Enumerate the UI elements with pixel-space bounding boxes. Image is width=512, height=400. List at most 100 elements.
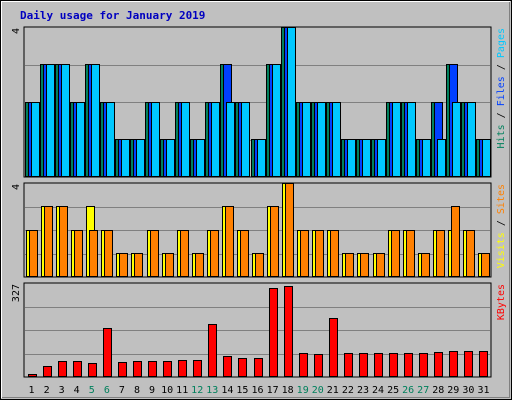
legend-hits-files-pages: Hits / Files / Pages <box>496 28 507 148</box>
bar-pages-day-4 <box>76 102 85 177</box>
bar-pages-day-18 <box>287 27 296 177</box>
x-tick-label-day-21: 21 <box>327 385 339 396</box>
bar-sites-day-2 <box>44 206 53 277</box>
bar-pages-day-25 <box>392 102 401 177</box>
bar-pages-day-30 <box>467 102 476 177</box>
x-tick-label-day-17: 17 <box>267 385 279 396</box>
x-tick-label-day-10: 10 <box>161 385 173 396</box>
x-tick-label-day-28: 28 <box>432 385 444 396</box>
bar-sites-day-10 <box>165 253 174 277</box>
bar-kbytes-day-30 <box>464 351 473 377</box>
bar-kbytes-day-8 <box>133 361 142 377</box>
bar-kbytes-day-4 <box>73 361 82 377</box>
x-tick-label-day-31: 31 <box>477 385 489 396</box>
x-axis: 1 2 3 4 5 6 7 8 9 10 11 12 13 14 15 16 17 18 19 20 21 22 23 24 2… <box>28 385 489 396</box>
bar-pages-day-23 <box>362 139 371 177</box>
y-max-label: 4 <box>11 184 22 190</box>
bar-pages-day-12 <box>196 139 205 177</box>
x-tick-label-day-25: 25 <box>387 385 399 396</box>
x-tick-label-day-29: 29 <box>447 385 459 396</box>
bar-pages-day-21 <box>332 102 341 177</box>
bar-sites-day-19 <box>300 230 309 277</box>
bar-kbytes-day-14 <box>223 356 232 377</box>
bar-sites-day-12 <box>195 253 204 277</box>
legend-sites: Sites <box>496 184 507 214</box>
x-tick-label-day-5: 5 <box>89 385 95 396</box>
legend-separator: / <box>496 58 507 76</box>
bar-kbytes-day-18 <box>284 286 293 377</box>
bar-pages-day-5 <box>91 64 100 177</box>
bar-sites-day-15 <box>240 230 249 277</box>
bar-sites-day-20 <box>315 230 324 277</box>
bar-sites-day-14 <box>225 206 234 277</box>
x-tick-label-day-13: 13 <box>206 385 218 396</box>
bar-sites-day-31 <box>481 253 490 277</box>
bar-sites-day-30 <box>466 230 475 277</box>
bar-sites-day-7 <box>119 253 128 277</box>
bar-sites-day-25 <box>391 230 400 277</box>
bar-pages-day-28 <box>437 139 446 177</box>
bar-pages-day-1 <box>31 102 40 177</box>
legend-visits-sites: Visits / Sites <box>496 184 507 268</box>
bar-sites-day-29 <box>451 206 460 277</box>
bar-sites-day-24 <box>376 253 385 277</box>
bar-kbytes-day-13 <box>208 324 217 377</box>
bar-sites-day-27 <box>421 253 430 277</box>
x-tick-label-day-20: 20 <box>312 385 324 396</box>
bar-pages-day-2 <box>46 64 55 177</box>
bar-sites-day-3 <box>59 206 68 277</box>
x-tick-label-day-11: 11 <box>176 385 188 396</box>
legend-text: Visits / Sites <box>496 184 507 268</box>
bar-kbytes-day-1 <box>28 374 37 377</box>
y-max-label: 4 <box>11 28 22 34</box>
bar-pages-day-17 <box>272 64 281 177</box>
bar-kbytes-day-15 <box>238 358 247 377</box>
bar-kbytes-day-24 <box>374 353 383 377</box>
bar-sites-day-18 <box>285 183 294 277</box>
x-tick-label-day-18: 18 <box>282 385 294 396</box>
bar-pages-day-22 <box>347 139 356 177</box>
bar-kbytes-day-10 <box>163 361 172 377</box>
legend-visits: Visits <box>496 232 507 268</box>
bar-pages-day-26 <box>407 102 416 177</box>
legend-separator: / <box>496 214 507 232</box>
legend-kbytes: KBytes <box>496 284 507 320</box>
x-tick-label-day-8: 8 <box>134 385 140 396</box>
bar-pages-day-11 <box>181 102 190 177</box>
x-tick-label-day-24: 24 <box>372 385 384 396</box>
bar-pages-day-8 <box>136 139 145 177</box>
bar-sites-day-1 <box>29 230 38 277</box>
bar-kbytes-day-28 <box>434 352 443 377</box>
x-tick-label-day-6: 6 <box>104 385 110 396</box>
bar-pages-day-9 <box>151 102 160 177</box>
bar-sites-day-23 <box>360 253 369 277</box>
bar-kbytes-day-26 <box>404 353 413 377</box>
bar-kbytes-day-22 <box>344 353 353 377</box>
bar-sites-day-8 <box>134 253 143 277</box>
panel-hits-files-pages: 4 Hits / Files / Pages <box>11 26 507 178</box>
bar-pages-day-27 <box>422 139 431 177</box>
legend-text: Hits / Files / Pages <box>496 28 507 148</box>
bar-pages-day-20 <box>317 102 326 177</box>
bar-pages-day-19 <box>302 102 311 177</box>
bar-kbytes-day-6 <box>103 328 112 377</box>
bar-kbytes-day-27 <box>419 353 428 377</box>
bar-sites-day-11 <box>180 230 189 277</box>
bar-pages-day-6 <box>106 102 115 177</box>
x-tick-label-day-22: 22 <box>342 385 354 396</box>
bar-kbytes-day-9 <box>148 361 157 377</box>
bar-kbytes-day-11 <box>178 360 187 377</box>
bar-pages-day-7 <box>121 139 130 177</box>
bar-kbytes-day-17 <box>269 288 278 377</box>
x-tick-label-day-16: 16 <box>251 385 263 396</box>
chart-panels: 4 Hits / Files / Pages 4 Visits / Sites 327 K… <box>11 26 507 378</box>
legend-pages: Pages <box>496 28 507 58</box>
bar-sites-day-16 <box>255 253 264 277</box>
legend-kbytes: KBytes <box>496 284 507 320</box>
legend-separator: / <box>496 106 507 124</box>
bar-pages-day-10 <box>166 139 175 177</box>
bar-sites-day-26 <box>406 230 415 277</box>
bar-sites-day-6 <box>104 230 113 277</box>
x-tick-label-day-19: 19 <box>297 385 309 396</box>
